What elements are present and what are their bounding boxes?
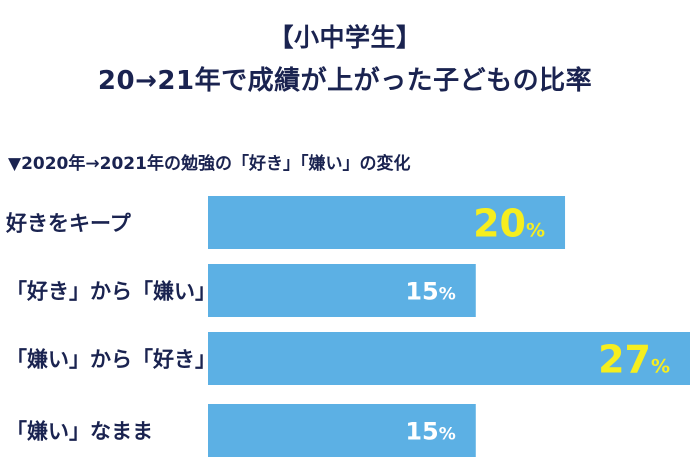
bar-2: [208, 264, 476, 317]
title-line-1: 【小中学生】: [268, 23, 422, 52]
bar-1: [208, 196, 566, 249]
bar-4: [208, 404, 476, 457]
value-label-1: 20%: [473, 202, 545, 246]
chart-subtitle: ▼2020年→2021年の勉強の「好き」「嫌い」の変化: [8, 154, 411, 174]
category-label-1: 好きをキープ: [5, 212, 132, 236]
bar-3: [208, 332, 690, 385]
title-line-2: 20→21年で成績が上がった子どもの比率: [97, 66, 593, 96]
value-label-3: 27%: [598, 338, 670, 382]
category-label-2: 「好き」から「嫌い」: [6, 280, 216, 304]
value-label-4: 15%: [405, 418, 455, 446]
value-label-2: 15%: [405, 278, 455, 306]
category-label-4: 「嫌い」なまま: [6, 420, 153, 444]
category-label-3: 「嫌い」から「好き」: [6, 348, 216, 372]
